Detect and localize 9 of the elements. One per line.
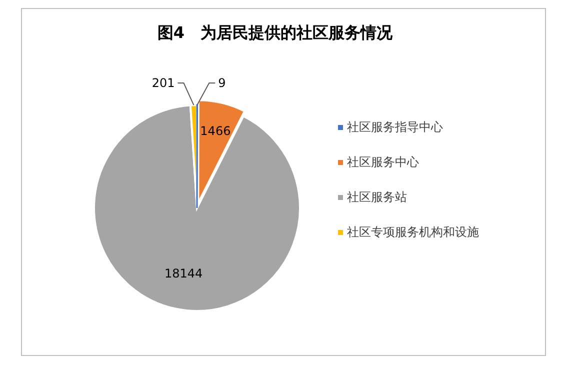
data-label: 201: [152, 76, 175, 90]
legend-label: 社区专项服务机构和设施: [347, 225, 479, 239]
data-label: 1466: [200, 124, 231, 138]
legend-label: 社区服务指导中心: [347, 120, 443, 134]
data-label: 18144: [164, 266, 203, 281]
legend-label: 社区服务中心: [347, 155, 419, 169]
legend-label: 社区服务站: [347, 190, 407, 204]
chart-title: 图4 为居民提供的社区服务情况: [157, 23, 394, 42]
data-label: 9: [218, 76, 226, 90]
